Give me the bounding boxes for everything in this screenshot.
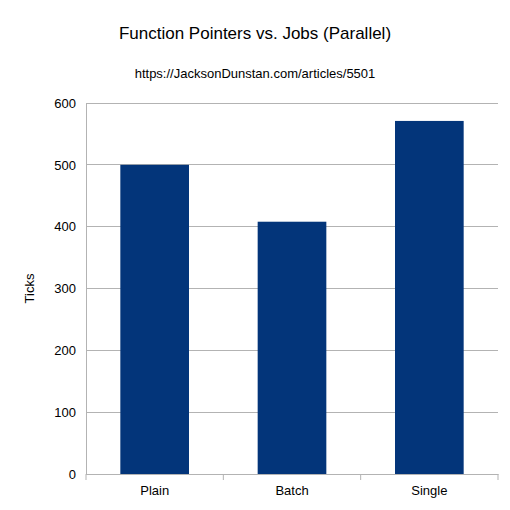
y-axis-title: Ticks [22, 273, 37, 303]
x-tick-label: Batch [275, 483, 308, 498]
y-tick-label: 300 [54, 281, 76, 296]
y-tick: 500 [54, 157, 86, 172]
x-axis: Plain Batch Single [87, 474, 499, 498]
x-tick-label: Plain [140, 483, 169, 498]
bar [120, 165, 189, 474]
y-tick: 200 [54, 343, 86, 358]
y-tick: 600 [54, 96, 86, 111]
y-tick-label: 100 [54, 405, 76, 420]
bars [120, 121, 463, 474]
category-separator [86, 474, 87, 480]
y-tick: 100 [54, 405, 86, 420]
y-tick: 400 [54, 219, 86, 234]
y-tick-label: 0 [69, 467, 76, 482]
x-tick-label: Single [411, 483, 447, 498]
bar [258, 222, 327, 474]
x-tick: Plain [140, 474, 169, 498]
title: Function Pointers vs. Jobs (Parallel) [119, 24, 391, 43]
chart: Function Pointers vs. Jobs (Parallel) htt… [0, 0, 510, 510]
x-axis-line [87, 474, 499, 475]
category-separator [360, 474, 361, 480]
grid-line [86, 103, 498, 104]
y-axis: 0 100 200 300 400 500 600 [54, 96, 86, 482]
y-axis-line [86, 104, 87, 475]
category-separator [223, 474, 224, 480]
x-tick: Single [411, 474, 447, 498]
y-tick-label: 200 [54, 343, 76, 358]
grid [86, 103, 498, 474]
subtitle: https://JacksonDunstan.com/articles/5501 [135, 66, 376, 81]
bar [395, 121, 464, 474]
category-separator [498, 474, 499, 480]
x-tick: Batch [275, 474, 308, 498]
plot: 0 100 200 300 400 500 600 Plain Batch Single [54, 96, 498, 499]
y-tick-label: 500 [54, 157, 76, 172]
y-tick-label: 400 [54, 219, 76, 234]
y-tick: 300 [54, 281, 86, 296]
y-tick-label: 600 [54, 96, 76, 111]
y-tick: 0 [69, 467, 86, 482]
category-separators [86, 474, 498, 480]
